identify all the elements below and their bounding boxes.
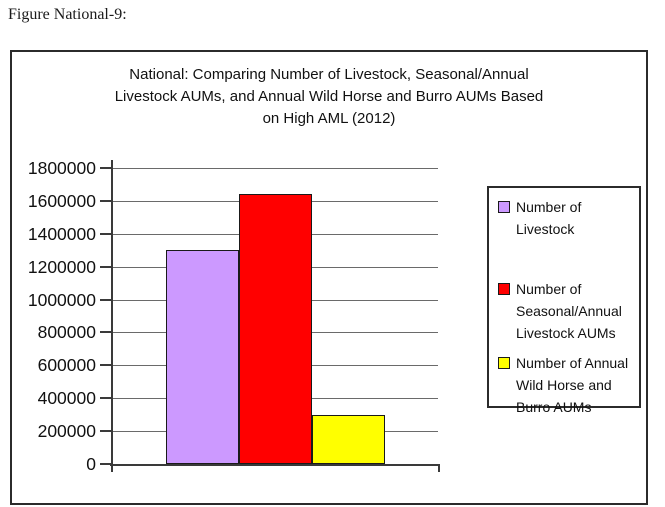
figure-caption: Figure National-9: [8, 6, 127, 23]
y-tick-mark [100, 265, 112, 268]
legend-label: Number of Annual Wild Horse and Burro AU… [516, 355, 629, 415]
legend-swatch-icon [498, 201, 510, 213]
y-tick-label: 0 [86, 454, 96, 474]
y-tick-label: 400000 [37, 388, 96, 409]
legend-label: Number of Livestock [516, 199, 582, 237]
y-tick-mark [100, 430, 112, 433]
chart-figure: National: Comparing Number of Livestock,… [10, 50, 648, 505]
y-tick-mark [100, 167, 112, 169]
y-tick-label: 1600000 [27, 190, 96, 211]
x-axis-line [110, 464, 440, 466]
y-tick-label: 1400000 [27, 223, 96, 244]
legend-label: Number of Seasonal/Annual Livestock AUMs [516, 281, 622, 341]
y-tick-label: 1200000 [27, 256, 96, 277]
legend-swatch-icon [498, 283, 510, 295]
y-tick-mark [100, 232, 112, 235]
y-axis-line [111, 160, 113, 466]
y-tick-mark [100, 331, 112, 334]
y-tick-label: 600000 [37, 355, 96, 376]
legend-item: Number of Seasonal/Annual Livestock AUMs [498, 278, 636, 344]
y-tick-label: 1000000 [27, 289, 96, 310]
bar-number-of-annual-wild-horse-and-burro-aums [312, 415, 385, 464]
y-tick-mark [100, 397, 112, 400]
y-tick-label: 800000 [37, 322, 96, 343]
x-axis-tick-right [438, 466, 440, 472]
legend-item: Number of Annual Wild Horse and Burro AU… [498, 352, 636, 418]
y-tick-mark [100, 364, 112, 367]
bar-number-of-livestock [166, 250, 239, 464]
y-tick-mark [100, 199, 112, 202]
y-tick-mark [100, 463, 112, 465]
plot-area [112, 168, 438, 464]
legend-item: Number of Livestock [498, 196, 636, 240]
y-tick-label: 1800000 [27, 158, 96, 178]
bar-number-of-seasonal-annual-livestock-aums [239, 194, 312, 464]
legend-swatch-icon [498, 357, 510, 369]
y-tick-label: 200000 [37, 421, 96, 442]
x-axis-tick-left [111, 466, 113, 472]
y-axis: 1800000 1600000 1400000 1200000 1000000 80000… [12, 158, 112, 474]
chart-legend: Number of Livestock Number of Seasonal/An… [487, 186, 641, 415]
gridline [112, 168, 438, 169]
y-tick-mark [100, 298, 112, 301]
chart-title: National: Comparing Number of Livestock,… [114, 66, 544, 127]
